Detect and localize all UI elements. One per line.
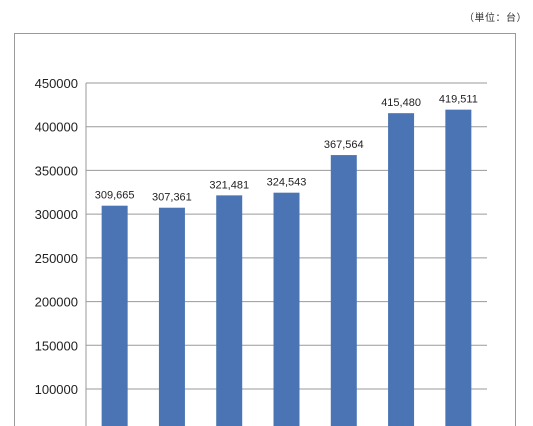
y-tick-label: 200000	[35, 295, 78, 310]
data-label: 309,665	[95, 190, 135, 202]
bar	[388, 113, 415, 426]
data-label: 321,481	[209, 179, 249, 191]
bar	[273, 192, 300, 426]
y-tick-label: 450000	[35, 76, 78, 91]
bar	[101, 205, 128, 426]
chart-frame	[14, 33, 516, 426]
y-tick-label: 400000	[35, 120, 78, 135]
y-tick-label: 100000	[35, 382, 78, 397]
data-label: 367,564	[324, 139, 364, 151]
bar	[330, 155, 357, 426]
data-label: 324,543	[267, 177, 307, 189]
y-tick-label: 150000	[35, 338, 78, 353]
bar	[158, 207, 185, 426]
bar	[445, 109, 472, 426]
bar	[216, 195, 243, 426]
y-tick-label: 300000	[35, 207, 78, 222]
data-label: 419,511	[439, 94, 478, 106]
unit-note: （単位：台）	[464, 13, 527, 24]
y-tick-label: 250000	[35, 251, 78, 266]
data-label: 307,361	[152, 192, 192, 204]
y-tick-label: 350000	[35, 163, 78, 178]
data-label: 415,480	[381, 97, 421, 109]
